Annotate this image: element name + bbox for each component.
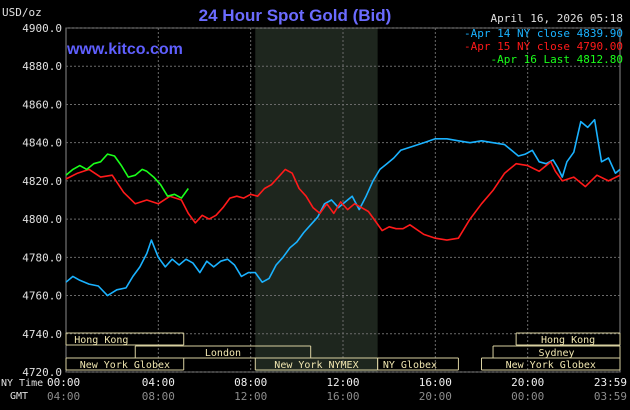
plot-area bbox=[65, 27, 621, 373]
y-tick-label: 4840.0 bbox=[22, 137, 62, 150]
legend-entry: -Apr 14 NY close 4839.90 bbox=[464, 27, 623, 40]
session-label: New York NYMEX bbox=[274, 360, 358, 371]
y-tick-label: 4860.0 bbox=[22, 98, 62, 111]
x-tick-ny: 04:00 bbox=[142, 376, 175, 389]
series-line-apr-14 bbox=[65, 118, 621, 297]
y-tick-label: 4720.0 bbox=[22, 366, 62, 379]
ny-time-row-label: NY Time bbox=[1, 378, 43, 389]
y-tick-labels: 4900.0 4880.0 4860.0 4840.0 4820.0 4800.0 4780… bbox=[22, 22, 62, 379]
x-tick-ny: 23:59 bbox=[594, 376, 627, 389]
x-tick-gmt: 00:00 bbox=[511, 390, 544, 403]
x-tick-gmt: 03:59 bbox=[594, 390, 627, 403]
session-bars: Hong Kong London New York Globex New York N… bbox=[65, 332, 621, 371]
timestamp: April 16, 2026 05:18 bbox=[491, 12, 623, 25]
y-tick-label: 4900.0 bbox=[22, 22, 62, 35]
y-axis-label: USD/oz bbox=[2, 6, 42, 19]
x-tick-gmt: 12:00 bbox=[234, 390, 267, 403]
x-tick-gmt: 20:00 bbox=[419, 390, 452, 403]
session-label: New York Globex bbox=[80, 360, 170, 371]
gmt-row-label: GMT bbox=[10, 391, 28, 402]
x-tick-ny: 20:00 bbox=[511, 376, 544, 389]
legend: -Apr 14 NY close 4839.90-Apr 15 NY close… bbox=[464, 27, 623, 66]
session-label: New York Globex bbox=[506, 360, 596, 371]
website-label: www.kitco.com bbox=[66, 41, 183, 58]
x-tick-ny: 12:00 bbox=[326, 376, 359, 389]
legend-entry: -Apr 16 Last 4812.80 bbox=[491, 53, 623, 66]
series-line-apr-16 bbox=[65, 153, 189, 199]
session-label: Hong Kong bbox=[541, 335, 595, 346]
x-tick-ny: 08:00 bbox=[234, 376, 267, 389]
y-tick-label: 4880.0 bbox=[22, 60, 62, 73]
x-tick-ny: 00:00 bbox=[47, 376, 80, 389]
x-tick-gmt: 08:00 bbox=[142, 390, 175, 403]
y-tick-label: 4760.0 bbox=[22, 290, 62, 303]
legend-entry: -Apr 15 NY close 4790.00 bbox=[464, 40, 623, 53]
x-tick-gmt: 16:00 bbox=[326, 390, 359, 403]
y-tick-label: 4780.0 bbox=[22, 251, 62, 264]
x-tick-ny: 16:00 bbox=[419, 376, 452, 389]
market-hours-band bbox=[255, 28, 378, 372]
y-tick-label: 4740.0 bbox=[22, 328, 62, 341]
session-label: Hong Kong bbox=[74, 335, 128, 346]
y-tick-label: 4820.0 bbox=[22, 175, 62, 188]
y-tick-label: 4800.0 bbox=[22, 213, 62, 226]
session-label: NY Globex bbox=[383, 360, 437, 371]
chart-title: 24 Hour Spot Gold (Bid) bbox=[199, 6, 392, 25]
session-label: London bbox=[205, 348, 241, 359]
session-label: Sydney bbox=[538, 348, 574, 359]
x-tick-gmt: 04:00 bbox=[47, 390, 80, 403]
series-line-apr-15 bbox=[65, 161, 621, 241]
